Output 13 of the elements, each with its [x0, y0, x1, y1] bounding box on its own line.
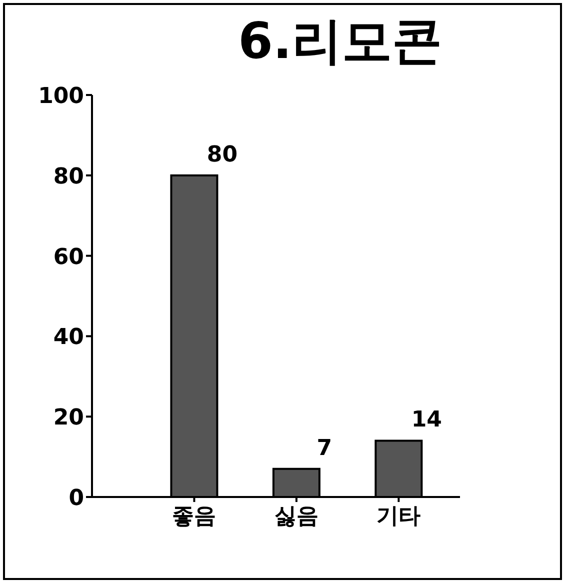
- y-tick-label: 80: [53, 164, 84, 190]
- x-tick-label: 기타: [376, 504, 421, 529]
- y-tick-label: 100: [38, 84, 84, 109]
- y-tick-label: 20: [53, 406, 84, 431]
- data-label: 14: [411, 408, 442, 433]
- x-tick-label: 좋음: [172, 504, 216, 529]
- y-tick-label: 40: [53, 325, 84, 350]
- y-tick-label: 0: [68, 486, 84, 511]
- x-tick-label: 싫음: [274, 504, 318, 529]
- chart-title: 6.리모콘: [238, 12, 442, 70]
- data-label: 80: [206, 142, 238, 168]
- y-tick-label: 60: [53, 244, 84, 270]
- data-label: 7: [316, 436, 332, 461]
